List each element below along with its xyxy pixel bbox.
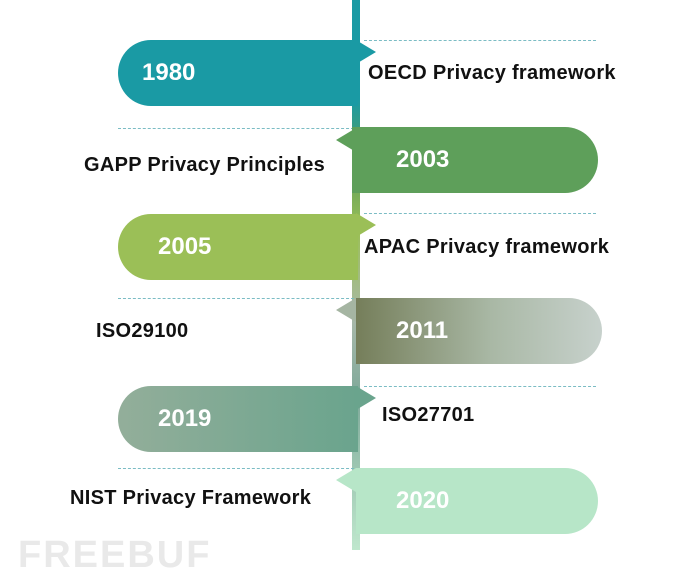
divider (364, 213, 596, 214)
event-label: GAPP Privacy Principles (84, 154, 326, 176)
divider (118, 468, 354, 469)
event-label: APAC Privacy framework (364, 236, 610, 258)
divider (364, 40, 596, 41)
year-label: 1980 (142, 59, 196, 86)
year-pill-2020: 2020 (356, 468, 598, 534)
pointer-triangle (336, 298, 356, 322)
pointer-triangle (356, 386, 376, 410)
event-label: ISO29100 (96, 320, 189, 342)
year-pill-2003: 2003 (352, 127, 598, 193)
year-pill-2011: 2011 (356, 298, 602, 364)
year-pill-1980: 1980 (118, 40, 358, 106)
pointer-triangle (336, 468, 356, 492)
pointer-triangle (356, 40, 376, 64)
year-pill-2019: 2019 (118, 386, 358, 452)
divider (364, 386, 596, 387)
year-label: 2005 (158, 233, 212, 260)
pointer-triangle (336, 128, 356, 152)
event-label: OECD Privacy framework (368, 62, 616, 84)
pointer-triangle (356, 213, 376, 237)
divider (118, 298, 354, 299)
event-label: ISO27701 (382, 404, 475, 426)
year-label: 2020 (396, 487, 450, 514)
watermark: FREEBUF (18, 534, 212, 576)
year-label: 2003 (396, 146, 450, 173)
year-label: 2011 (396, 317, 449, 344)
year-label: 2019 (158, 405, 212, 432)
event-label: NIST Privacy Framework (70, 487, 312, 509)
year-pill-2005: 2005 (118, 214, 358, 280)
divider (118, 128, 354, 129)
